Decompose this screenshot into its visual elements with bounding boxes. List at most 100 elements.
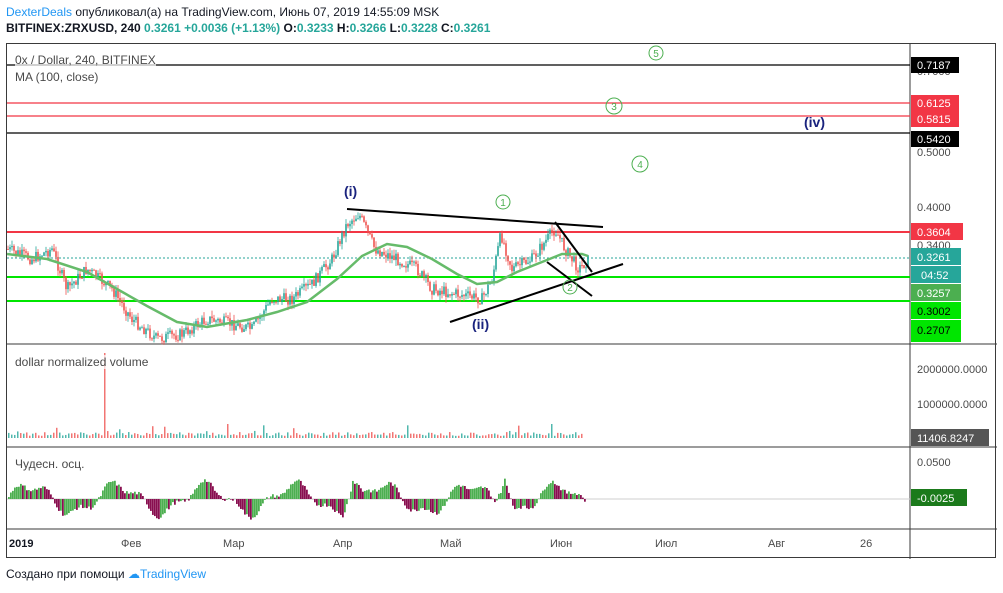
candle-body xyxy=(159,335,161,337)
chart-frame[interactable]: (i) (ii) (iv) 1 2 3 4 5 0.7000 0 xyxy=(6,43,997,559)
circle-label-1[interactable]: 1 xyxy=(495,194,511,210)
circle-label-3[interactable]: 3 xyxy=(605,97,623,115)
ma-indicator-label[interactable]: MA (100, close) xyxy=(15,70,99,84)
trendline[interactable] xyxy=(346,208,604,228)
osc-bar xyxy=(122,490,124,499)
candle-body xyxy=(369,231,371,235)
time-tick: 2019 xyxy=(9,538,33,550)
trendline[interactable] xyxy=(449,263,624,323)
osc-bar xyxy=(14,487,16,499)
wave-label-i[interactable]: (i) xyxy=(344,183,357,199)
osc-bar xyxy=(116,485,118,499)
osc-bar xyxy=(60,499,62,511)
candle-body xyxy=(473,293,475,299)
osc-bar xyxy=(112,481,114,499)
chart-canvas[interactable]: (i) (ii) (iv) 1 2 3 4 5 0.7000 0 xyxy=(7,44,997,559)
osc-bar xyxy=(326,499,328,507)
osc-bar xyxy=(328,499,330,507)
candle-body xyxy=(413,261,415,263)
candle-body xyxy=(183,330,185,337)
candle-body xyxy=(469,291,471,296)
volume-pane-title[interactable]: dollar normalized volume xyxy=(15,355,149,369)
candle-body xyxy=(207,323,209,325)
volume-bar xyxy=(434,434,436,438)
ma-line[interactable] xyxy=(7,242,589,329)
osc-bar xyxy=(80,499,82,505)
candle-body xyxy=(471,295,473,299)
candle-body xyxy=(129,312,131,317)
volume-bar xyxy=(425,435,427,438)
osc-bar xyxy=(454,486,456,499)
osc-bar xyxy=(494,499,496,503)
osc-bar xyxy=(534,499,536,507)
osc-bar xyxy=(210,482,212,499)
wave-label-ii[interactable]: (ii) xyxy=(472,316,489,332)
osc-bar xyxy=(200,482,202,499)
osc-bar xyxy=(286,489,288,499)
osc-bar xyxy=(506,485,508,499)
osc-bar xyxy=(354,483,356,499)
osc-bar xyxy=(428,499,430,510)
time-tick: Мар xyxy=(223,538,245,550)
osc-bar xyxy=(436,499,438,515)
volume-bar xyxy=(287,432,289,438)
candle-body xyxy=(161,336,163,341)
candle-body xyxy=(495,255,497,270)
volume-bar xyxy=(26,432,28,438)
candle-body xyxy=(411,260,413,263)
circle-label-2[interactable]: 2 xyxy=(562,279,578,295)
candle-body xyxy=(123,302,125,311)
candle-body xyxy=(233,320,235,331)
osc-bar xyxy=(502,486,504,499)
close-label: C: xyxy=(441,21,454,35)
volume-bar xyxy=(95,432,97,438)
tradingview-link[interactable]: TradingView xyxy=(139,567,207,581)
osc-bar xyxy=(496,499,498,501)
candle-body xyxy=(545,239,547,243)
osc-bar xyxy=(530,499,532,508)
candle-body xyxy=(179,329,181,341)
volume-bar xyxy=(218,434,220,438)
osc-bar xyxy=(526,499,528,509)
oscillator-bars xyxy=(8,478,586,520)
candle-body xyxy=(95,270,97,278)
tradingview-logo-icon[interactable]: ☁ xyxy=(127,567,140,581)
volume-bar xyxy=(92,434,94,438)
candle-body xyxy=(367,225,369,232)
candle-body xyxy=(463,295,465,297)
circle-label-5[interactable]: 5 xyxy=(648,45,664,61)
osc-bar xyxy=(10,492,12,499)
osc-bar xyxy=(292,483,294,499)
candle-body xyxy=(99,273,101,275)
trendline[interactable] xyxy=(546,261,593,297)
trendline[interactable] xyxy=(554,221,593,273)
osc-bar xyxy=(362,491,364,499)
candle-body xyxy=(461,295,463,297)
footer: Создано при помощи ☁TradingView xyxy=(6,566,206,582)
osc-bar xyxy=(188,499,190,501)
volume-bar xyxy=(572,434,574,438)
volume-bar xyxy=(140,435,142,438)
price-tag: 0.2707 xyxy=(917,325,951,337)
high-value: 0.3266 xyxy=(349,21,387,35)
volume-bar xyxy=(455,435,457,438)
candle-body xyxy=(575,256,577,271)
time-axis[interactable]: 2019 Фев Мар Апр Май Июн Июл Авг 26 xyxy=(9,538,872,550)
candle-body xyxy=(459,296,461,298)
osc-bar xyxy=(518,499,520,508)
main-pane-title[interactable]: 0x / Dollar, 240, BITFINEX xyxy=(15,53,156,67)
volume-bar xyxy=(260,435,262,438)
osc-bar xyxy=(178,499,180,502)
osc-pane-title[interactable]: Чудесн. осц. xyxy=(15,457,85,471)
volume-bar xyxy=(350,434,352,438)
volume-bar xyxy=(242,435,244,438)
wave-label-iv[interactable]: (iv) xyxy=(804,114,825,130)
author-link[interactable]: DexterDeals xyxy=(6,5,73,19)
volume-bar xyxy=(71,433,73,438)
candle-body xyxy=(145,328,147,335)
candle-body xyxy=(205,323,207,325)
candle-body xyxy=(561,237,563,239)
candle-body xyxy=(107,280,109,283)
circle-label-4[interactable]: 4 xyxy=(631,155,649,173)
candle-body xyxy=(447,294,449,297)
